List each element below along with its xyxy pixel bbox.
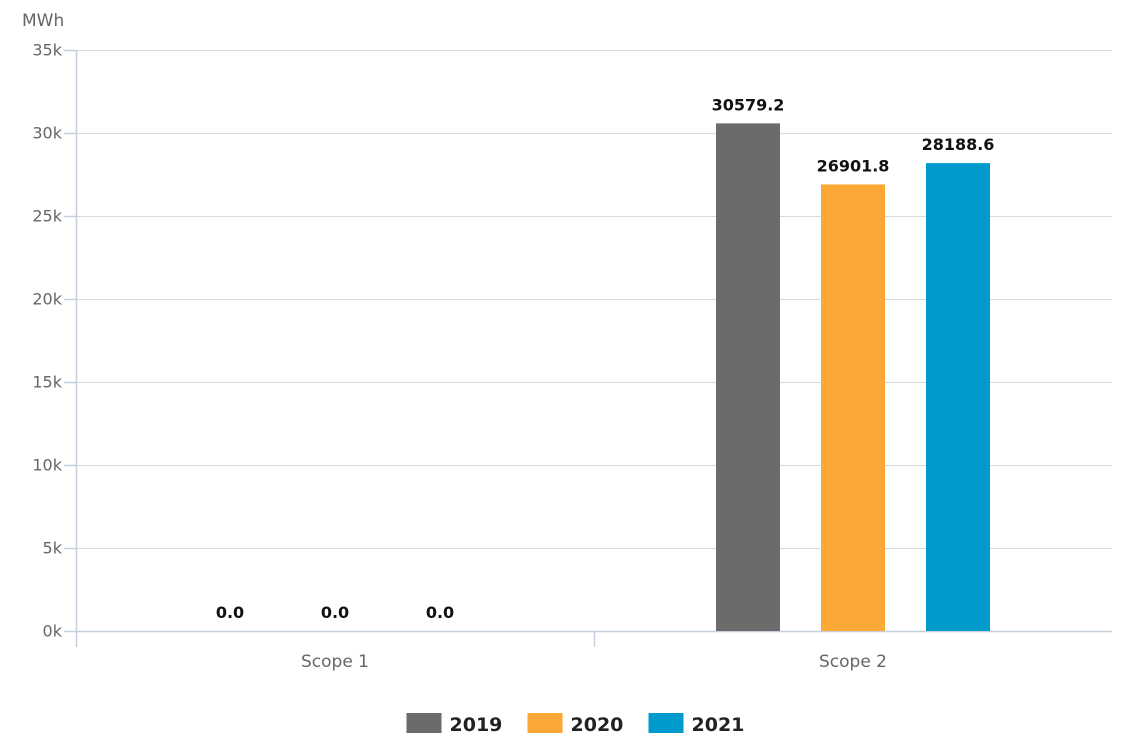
grid-lines xyxy=(76,50,1112,549)
data-label: 0.0 xyxy=(216,603,244,622)
data-label: 28188.6 xyxy=(922,135,995,154)
y-axis-unit-label: MWh xyxy=(22,11,64,31)
bar-2020-scope-2[interactable] xyxy=(821,184,885,631)
data-label: 0.0 xyxy=(321,603,349,622)
bar-2019-scope-2[interactable] xyxy=(716,123,780,631)
legend-swatch-2021[interactable] xyxy=(648,713,684,733)
legend: 2019 2020 2021 xyxy=(406,713,745,736)
y-tick-label: 30k xyxy=(32,124,62,143)
bars xyxy=(716,123,990,631)
data-label: 30579.2 xyxy=(712,95,785,114)
data-label: 0.0 xyxy=(426,603,454,622)
x-category-label: Scope 1 xyxy=(301,652,369,672)
legend-swatch-2020[interactable] xyxy=(527,713,563,733)
x-category-label: Scope 2 xyxy=(819,652,887,672)
data-labels: 0.0 0.0 0.0 30579.2 26901.8 28188.6 xyxy=(216,95,995,622)
y-tick-label: 35k xyxy=(32,41,62,60)
legend-label-2019[interactable]: 2019 xyxy=(450,714,503,736)
y-tick-label: 25k xyxy=(32,207,62,226)
y-tick-label: 10k xyxy=(32,456,62,475)
y-axis-ticks: 0k 5k 10k 15k 20k 25k 30k 35k xyxy=(32,41,76,641)
y-tick-label: 15k xyxy=(32,373,62,392)
bar-2021-scope-2[interactable] xyxy=(926,163,990,631)
legend-swatch-2019[interactable] xyxy=(406,713,442,733)
legend-label-2021[interactable]: 2021 xyxy=(692,714,745,736)
data-label: 26901.8 xyxy=(817,156,890,175)
x-axis: Scope 1 Scope 2 xyxy=(75,50,1112,672)
legend-label-2020[interactable]: 2020 xyxy=(571,714,624,736)
y-tick-label: 20k xyxy=(32,290,62,309)
y-tick-label: 0k xyxy=(43,622,63,641)
y-tick-label: 5k xyxy=(43,539,63,558)
